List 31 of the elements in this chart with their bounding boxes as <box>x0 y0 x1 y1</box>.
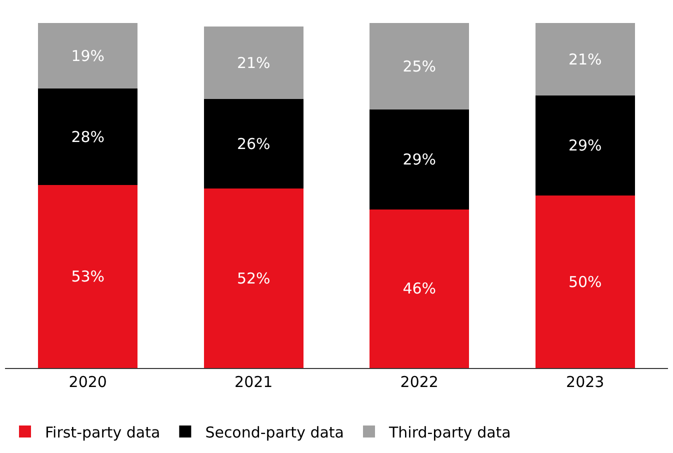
data-label: 52% <box>236 269 270 288</box>
bar <box>204 188 304 368</box>
data-label: 29% <box>568 136 602 155</box>
legend-label: First-party data <box>45 423 160 442</box>
legend-label: Third-party data <box>388 423 511 442</box>
data-label: 21% <box>568 50 602 68</box>
data-label: 50% <box>568 272 602 291</box>
bar <box>535 96 635 196</box>
x-tick-label: 2023 <box>566 373 604 391</box>
data-label: 28% <box>71 128 105 146</box>
data-label: 26% <box>236 134 270 153</box>
data-label: 46% <box>402 280 436 298</box>
bar <box>204 99 304 189</box>
x-tick-label: 2022 <box>400 373 438 391</box>
bar <box>38 185 138 368</box>
bar <box>370 23 470 110</box>
x-tick-label: 2020 <box>68 373 107 391</box>
data-label: 29% <box>402 150 436 168</box>
bar <box>535 23 635 96</box>
data-label: 53% <box>71 268 105 286</box>
bar <box>370 109 470 210</box>
bar <box>38 23 138 89</box>
data-label: 19% <box>71 46 105 65</box>
data-label: 21% <box>236 54 270 72</box>
x-tick-label: 2021 <box>234 373 273 391</box>
bar <box>535 196 635 368</box>
legend-label: Second-party data <box>205 423 344 442</box>
bar <box>370 209 470 368</box>
bar <box>204 26 304 100</box>
bar <box>38 88 138 186</box>
data-label: 25% <box>402 57 436 76</box>
